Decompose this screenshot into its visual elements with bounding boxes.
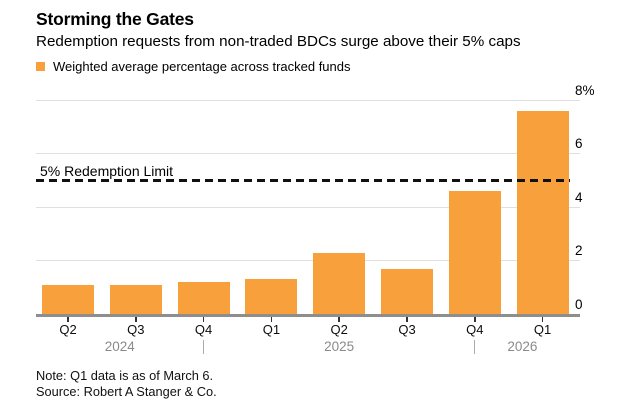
- x-axis-quarter-label: Q4: [194, 322, 213, 337]
- year-divider: [474, 340, 476, 354]
- x-axis-tick: [541, 316, 544, 322]
- y-axis-tick-label: 8%: [575, 83, 595, 98]
- y-axis-tick-label: 4: [575, 189, 583, 205]
- bar: [177, 281, 230, 314]
- x-axis-quarter-label: Q1: [533, 322, 552, 337]
- bar: [516, 111, 569, 314]
- legend-label: Weighted average percentage across track…: [53, 59, 351, 74]
- bar: [42, 284, 94, 314]
- gridline: [36, 153, 580, 155]
- x-axis-year-label: 2025: [324, 339, 355, 354]
- x-axis-tick: [338, 316, 340, 322]
- x-axis-year-label: 2024: [104, 339, 135, 354]
- x-axis-tick: [474, 316, 476, 322]
- y-axis-tick-label: 2: [575, 243, 583, 259]
- x-axis-tick: [135, 316, 137, 322]
- x-axis-quarter-label: Q2: [330, 322, 348, 337]
- x-axis-year-label: 2026: [507, 339, 538, 354]
- x-axis-quarter-label: Q2: [59, 322, 77, 337]
- x-axis-tick: [67, 316, 69, 322]
- y-axis-tick-label: 6: [575, 136, 583, 152]
- x-axis-tick: [406, 316, 408, 322]
- bar: [245, 279, 298, 314]
- x-axis-quarter-label: Q4: [466, 322, 484, 337]
- chart-subtitle: Redemption requests from non-traded BDCs…: [36, 33, 521, 50]
- x-axis-tick: [202, 316, 205, 322]
- reference-line-label: 5% Redemption Limit: [40, 163, 174, 179]
- source-line: Source: Robert A Stanger & Co.: [36, 383, 217, 399]
- x-axis-quarter-label: Q3: [398, 322, 416, 337]
- legend: Weighted average percentage across track…: [36, 59, 351, 74]
- x-axis-quarter-label: Q1: [262, 322, 281, 337]
- y-axis-tick-label: 0: [575, 296, 583, 312]
- note-line: Note: Q1 data is as of March 6.: [36, 368, 214, 383]
- gridline: [36, 260, 580, 262]
- redemption-limit-line: [36, 179, 570, 183]
- gridline: [36, 206, 580, 208]
- bar: [313, 252, 366, 314]
- year-divider: [203, 340, 205, 354]
- legend-swatch-icon: [36, 62, 45, 71]
- bar: [109, 284, 162, 314]
- x-axis-tick: [270, 316, 273, 322]
- bar: [381, 268, 433, 314]
- x-axis-line: [36, 313, 580, 317]
- chart-footnote: Note: Q1 data is as of March 6. Source: …: [36, 368, 217, 400]
- gridline: [36, 100, 580, 101]
- bar: [448, 191, 501, 314]
- chart-title: Storming the Gates: [36, 9, 194, 29]
- x-axis-quarter-label: Q3: [127, 322, 145, 337]
